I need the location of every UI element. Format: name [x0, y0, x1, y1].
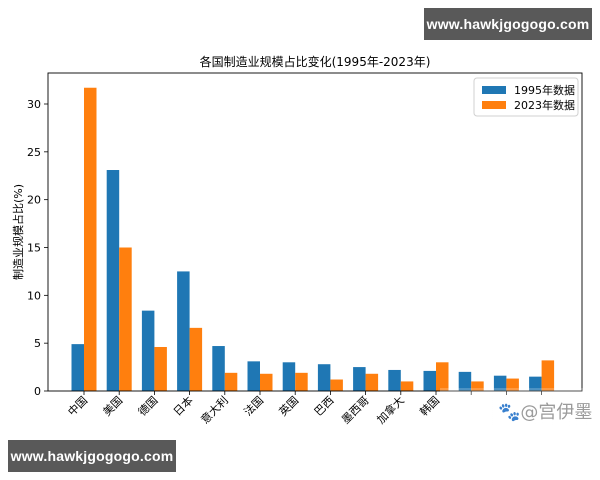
bar-1995	[529, 376, 542, 391]
x-tick-label: 德国	[135, 393, 160, 418]
bar-2023	[436, 362, 449, 391]
bar-2023	[330, 379, 343, 391]
y-tick-label: 20	[27, 194, 41, 207]
chart-title: 各国制造业规模占比变化(1995年-2023年)	[200, 54, 431, 69]
watermark-top: www.hawkjgogogo.com	[424, 8, 592, 40]
plot-frame	[47, 72, 583, 392]
bar-1995	[458, 371, 472, 391]
bar-2023	[260, 373, 273, 391]
bar-1995	[353, 367, 366, 391]
bar-2023	[84, 87, 97, 391]
legend-label: 2023年数据	[514, 98, 575, 112]
x-tick-label: 加拿大	[374, 393, 407, 426]
bar-2023	[154, 346, 167, 391]
x-tick-label: 韩国	[417, 393, 442, 418]
x-tick-label: 墨西哥	[339, 394, 372, 427]
y-tick-label: 30	[27, 98, 41, 111]
x-tick-label: 美国	[101, 394, 126, 419]
bar-2023	[224, 372, 238, 391]
y-tick-label: 0	[34, 385, 41, 398]
bar-1995	[317, 364, 331, 391]
y-tick-label: 10	[27, 289, 41, 302]
bar-2023	[365, 373, 379, 391]
x-tick-label: 英国	[276, 393, 301, 418]
bar-2023	[189, 327, 203, 391]
plot-area: 中国 美国 德国 日本 意大利 法国 英国 巴西 墨西哥 加拿大 韩国 0 5 10 15 20 25 30	[27, 72, 583, 427]
paw-icon: 🐾	[498, 402, 521, 423]
legend-swatch	[482, 101, 506, 109]
bar-1995	[106, 170, 120, 391]
bar-2023	[471, 381, 484, 391]
bar-1995	[423, 370, 436, 391]
x-tick-label: 巴西	[312, 394, 337, 419]
bar-1995	[247, 361, 260, 391]
x-tick-label: 意大利	[198, 393, 231, 426]
bar-2023	[541, 360, 555, 391]
bar-2023	[295, 372, 308, 391]
legend-label: 1995年数据	[514, 83, 575, 97]
watermark-bottom: www.hawkjgogogo.com	[8, 440, 176, 472]
y-tick-label: 5	[34, 337, 41, 350]
x-tick-label: 中国	[65, 394, 90, 419]
y-axis-label: 制造业规模占比(%)	[11, 184, 25, 280]
bar-1995	[177, 271, 190, 391]
x-tick-label: 日本	[170, 393, 195, 418]
bar-1995	[71, 344, 84, 391]
bar-1995	[212, 346, 225, 391]
bar-2023	[506, 378, 519, 391]
y-tick-label: 15	[27, 242, 41, 255]
bar-2023	[119, 247, 132, 391]
legend-swatch	[482, 86, 506, 94]
bar-1995	[141, 310, 155, 391]
bar-1995	[282, 362, 296, 391]
baidu-watermark: 🐾@宫伊墨	[492, 396, 599, 426]
y-tick-label: 25	[27, 146, 41, 159]
bar-1995	[493, 375, 507, 391]
bar-1995	[388, 369, 401, 391]
bar-2023	[400, 381, 414, 391]
x-tick-label: 法国	[241, 393, 266, 418]
